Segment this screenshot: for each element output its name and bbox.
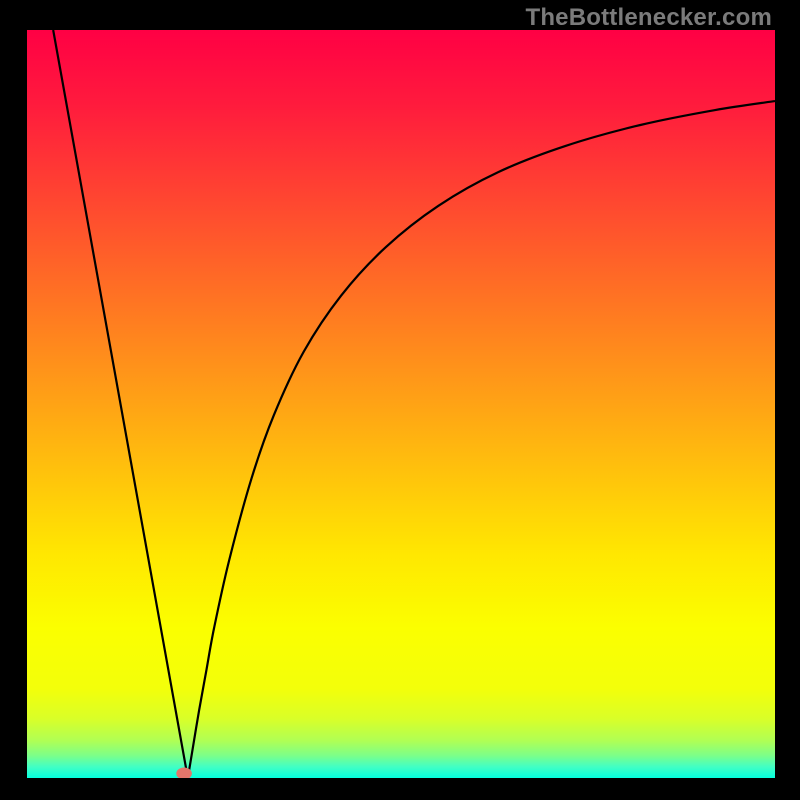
chart-container: TheBottlenecker.com: [0, 0, 800, 800]
bottleneck-curve: [53, 30, 775, 778]
watermark-text: TheBottlenecker.com: [525, 4, 772, 32]
current-config-marker: [176, 768, 192, 780]
curve-layer: [0, 0, 800, 800]
